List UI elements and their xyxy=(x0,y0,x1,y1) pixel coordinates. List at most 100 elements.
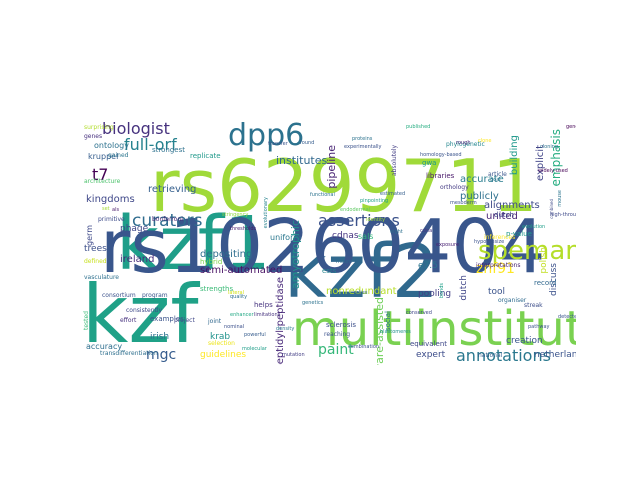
word-cloud-word: dutch xyxy=(494,211,514,219)
word-cloud-word: znf91 xyxy=(476,261,515,277)
word-cloud-word: relies xyxy=(354,290,368,296)
word-cloud-word: e7.5 xyxy=(418,261,438,271)
word-cloud-word: pooling xyxy=(418,289,452,299)
word-cloud-word: record xyxy=(534,279,557,287)
word-cloud-word: published xyxy=(406,124,431,130)
word-cloud-word: homology-based xyxy=(420,152,462,158)
word-cloud-word: molecular xyxy=(242,346,267,352)
word-cloud-word: thresholds xyxy=(230,226,257,232)
word-cloud-word: equivalent xyxy=(410,340,447,348)
word-cloud-word: kruppel xyxy=(88,152,119,161)
word-cloud-word: density xyxy=(276,326,295,332)
word-cloud-word: spemann/mangold xyxy=(478,236,576,266)
word-cloud-word: inferences xyxy=(484,234,516,241)
word-cloud-word: creation xyxy=(506,336,543,346)
word-cloud-word: vasculature xyxy=(84,274,119,281)
word-cloud-word: biologist xyxy=(102,119,170,138)
word-cloud-word: mount xyxy=(336,259,353,265)
word-cloud-word: alignments xyxy=(484,200,540,211)
word-cloud-word: absolutely xyxy=(391,145,398,177)
word-cloud-word: limitations xyxy=(254,312,281,318)
word-cloud-word: gene xyxy=(566,124,576,130)
word-cloud-word: eight xyxy=(390,229,403,235)
word-cloud-word: full-orf xyxy=(124,135,177,154)
word-cloud-word: proteins xyxy=(352,136,373,142)
word-cloud-word: joint xyxy=(208,318,222,325)
word-cloud: rs6299711 kzf1 kzf2 kzf rs10260404 multiinsti… xyxy=(80,115,576,365)
word-cloud-word: combined xyxy=(549,199,554,219)
word-cloud-word: high-throughput xyxy=(550,212,576,218)
word-cloud-word: evolution xyxy=(522,224,546,230)
word-cloud-word: kingdoms xyxy=(86,194,135,205)
word-cloud-word: ests xyxy=(322,267,337,275)
word-cloud-word: strengths xyxy=(200,285,234,293)
word-cloud-word: surprising xyxy=(84,124,114,131)
word-cloud-word: functional xyxy=(310,192,335,198)
word-cloud-word: tested xyxy=(83,311,90,331)
word-cloud-word: rs6299711 xyxy=(150,144,538,228)
word-cloud-word: helps xyxy=(254,301,273,309)
word-cloud-word: nonredundant xyxy=(326,286,397,297)
word-cloud-word: gwa xyxy=(422,159,437,167)
word-cloud-word: assertions xyxy=(318,211,400,230)
word-cloud-word: nominal xyxy=(224,324,245,330)
word-cloud-word: detected xyxy=(558,314,576,320)
word-cloud-word: phage xyxy=(120,224,149,234)
word-cloud-word: expert xyxy=(416,350,446,360)
word-cloud-word: hypothesize xyxy=(474,239,505,245)
word-cloud-word: krab xyxy=(210,332,231,342)
word-cloud-word: polish xyxy=(539,247,549,274)
word-cloud-word: mouse xyxy=(557,190,563,207)
word-cloud-word: found xyxy=(300,140,315,146)
word-cloud-word: publicly xyxy=(460,191,499,202)
word-cloud-word: dpp6 xyxy=(228,118,305,153)
word-cloud-word: hybrid xyxy=(200,258,223,266)
word-cloud-word: accurate xyxy=(460,174,504,185)
word-cloud-word: mgc xyxy=(146,347,177,363)
word-cloud-word: evolutionary xyxy=(263,197,269,229)
word-cloud-word: libraries xyxy=(426,172,455,180)
word-cloud-word: goal xyxy=(490,177,501,183)
word-cloud-word: mutation xyxy=(282,352,305,358)
word-cloud-word: primitive xyxy=(98,216,125,223)
word-cloud-word: strongest xyxy=(152,146,185,154)
word-cloud-word: estimated xyxy=(380,191,406,197)
word-cloud-word: annotations xyxy=(456,346,551,365)
word-cloud-word: identity xyxy=(366,217,386,223)
word-cloud-word: project xyxy=(174,317,195,324)
word-cloud-word: cdna xyxy=(420,228,433,234)
word-cloud-word: defined xyxy=(84,258,107,265)
word-cloud-word: rough xyxy=(456,140,471,146)
word-cloud-word: guidelines xyxy=(200,350,247,360)
word-cloud-word: set xyxy=(102,206,110,212)
word-cloud-word: widely-used xyxy=(538,168,568,174)
word-cloud-word: experimentally xyxy=(344,144,382,150)
word-cloud-word: conserved xyxy=(406,310,432,316)
word-cloud-word: rs10260404 xyxy=(100,204,546,290)
word-cloud-word: selection xyxy=(208,340,235,347)
word-cloud-word: genes xyxy=(84,133,103,140)
word-cloud-word: t7 xyxy=(92,165,109,184)
word-cloud-word: paint xyxy=(318,342,354,358)
word-cloud-word: kzf2 xyxy=(284,229,439,315)
word-cloud-word: p-value xyxy=(506,230,532,238)
word-cloud-word: combination xyxy=(348,344,380,350)
word-cloud-word: stringency xyxy=(222,212,249,218)
word-cloud-word: enhancer xyxy=(230,312,254,318)
word-cloud-word: curators xyxy=(132,211,203,231)
word-cloud-word: program xyxy=(142,292,168,299)
word-cloud-word: blastomeres xyxy=(380,329,411,335)
word-cloud-word: gained xyxy=(108,152,129,159)
word-cloud-word: emphasis xyxy=(549,129,563,187)
word-cloud-word: consortium xyxy=(102,292,136,299)
word-cloud-word: organiser xyxy=(498,297,527,304)
word-cloud-word: streak xyxy=(524,302,543,309)
word-cloud-word: germ xyxy=(85,225,94,246)
word-cloud-word: irish xyxy=(150,332,170,342)
word-cloud-word: uniform xyxy=(270,233,302,242)
word-cloud-word: transdifferentiation xyxy=(100,350,158,357)
word-cloud-word: sals xyxy=(358,232,374,241)
word-cloud-word: lateral xyxy=(228,290,244,296)
word-cloud-word: semi-automated xyxy=(200,265,283,276)
word-cloud-word: pinpointing xyxy=(360,198,389,204)
